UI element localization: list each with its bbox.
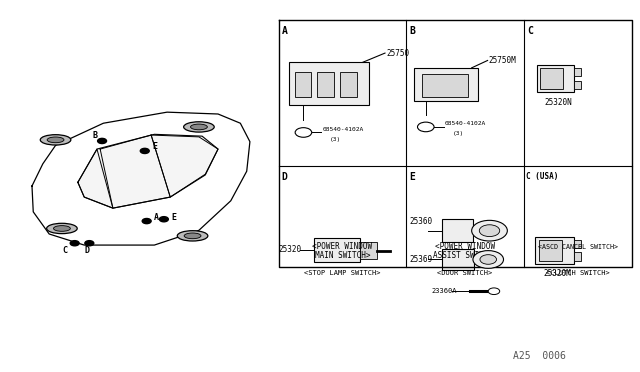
FancyBboxPatch shape bbox=[414, 68, 478, 101]
Circle shape bbox=[480, 255, 497, 264]
Circle shape bbox=[159, 217, 168, 222]
FancyBboxPatch shape bbox=[536, 237, 573, 263]
Text: (3): (3) bbox=[330, 137, 342, 142]
Text: E: E bbox=[152, 142, 157, 151]
Text: E: E bbox=[409, 172, 415, 182]
Ellipse shape bbox=[47, 137, 64, 143]
Ellipse shape bbox=[184, 233, 201, 239]
Text: C: C bbox=[63, 246, 68, 255]
Ellipse shape bbox=[177, 231, 208, 241]
Text: 25320: 25320 bbox=[278, 245, 301, 254]
Circle shape bbox=[295, 128, 312, 137]
Text: 25360: 25360 bbox=[409, 217, 433, 226]
Text: 25320N: 25320N bbox=[545, 98, 572, 107]
Ellipse shape bbox=[184, 122, 214, 132]
Text: <POWER WINDOW: <POWER WINDOW bbox=[435, 243, 495, 251]
Text: ASSIST SWITCH>: ASSIST SWITCH> bbox=[433, 251, 497, 260]
Ellipse shape bbox=[40, 135, 71, 145]
Circle shape bbox=[70, 241, 79, 246]
Text: D: D bbox=[85, 246, 90, 255]
Text: A: A bbox=[282, 26, 287, 36]
Text: S: S bbox=[424, 124, 428, 129]
FancyBboxPatch shape bbox=[360, 242, 378, 259]
FancyBboxPatch shape bbox=[422, 74, 468, 97]
Text: <ASCD CANCEL SWITCH>: <ASCD CANCEL SWITCH> bbox=[538, 244, 618, 250]
Text: <CLUTCH SWITCH>: <CLUTCH SWITCH> bbox=[546, 270, 610, 276]
Ellipse shape bbox=[54, 225, 70, 231]
Ellipse shape bbox=[47, 223, 77, 234]
FancyBboxPatch shape bbox=[573, 253, 581, 260]
Circle shape bbox=[473, 251, 504, 268]
FancyBboxPatch shape bbox=[573, 240, 581, 248]
FancyBboxPatch shape bbox=[539, 240, 561, 260]
Text: 25750M: 25750M bbox=[489, 56, 516, 65]
Text: E: E bbox=[172, 213, 177, 222]
Text: D: D bbox=[282, 172, 287, 182]
FancyBboxPatch shape bbox=[540, 68, 563, 89]
Text: <STOP LAMP SWITCH>: <STOP LAMP SWITCH> bbox=[304, 270, 381, 276]
FancyBboxPatch shape bbox=[537, 65, 573, 92]
FancyBboxPatch shape bbox=[317, 71, 334, 97]
Text: (3): (3) bbox=[452, 131, 464, 136]
Text: 08540-4102A: 08540-4102A bbox=[445, 122, 486, 126]
Text: B: B bbox=[93, 131, 97, 140]
Text: 25320M: 25320M bbox=[544, 269, 572, 278]
Text: A25  0006: A25 0006 bbox=[513, 352, 566, 361]
FancyBboxPatch shape bbox=[442, 249, 474, 270]
FancyBboxPatch shape bbox=[289, 62, 369, 105]
Text: <POWER WINDOW: <POWER WINDOW bbox=[312, 243, 372, 251]
Polygon shape bbox=[78, 134, 218, 208]
FancyBboxPatch shape bbox=[573, 81, 581, 89]
Text: 25750: 25750 bbox=[387, 49, 410, 58]
Text: C (USA): C (USA) bbox=[526, 172, 558, 181]
Circle shape bbox=[488, 288, 500, 295]
Text: MAIN SWITCH>: MAIN SWITCH> bbox=[314, 251, 370, 260]
Ellipse shape bbox=[191, 124, 207, 130]
Text: A: A bbox=[154, 213, 159, 222]
FancyBboxPatch shape bbox=[294, 71, 311, 97]
Circle shape bbox=[85, 241, 94, 246]
FancyBboxPatch shape bbox=[442, 219, 473, 242]
Text: B: B bbox=[409, 26, 415, 36]
FancyBboxPatch shape bbox=[340, 71, 357, 97]
Circle shape bbox=[472, 220, 508, 241]
Text: <DOOR SWITCH>: <DOOR SWITCH> bbox=[437, 270, 493, 276]
Circle shape bbox=[140, 148, 149, 154]
FancyBboxPatch shape bbox=[314, 238, 360, 262]
FancyBboxPatch shape bbox=[573, 68, 581, 76]
Text: 25369: 25369 bbox=[409, 255, 433, 264]
Text: 23360A: 23360A bbox=[431, 288, 457, 294]
Circle shape bbox=[142, 218, 151, 224]
Polygon shape bbox=[32, 112, 250, 245]
Circle shape bbox=[98, 138, 106, 144]
Text: C: C bbox=[527, 26, 533, 36]
Circle shape bbox=[479, 225, 500, 237]
Text: S: S bbox=[302, 130, 305, 135]
Circle shape bbox=[417, 122, 434, 132]
Text: 08540-4102A: 08540-4102A bbox=[323, 127, 364, 132]
